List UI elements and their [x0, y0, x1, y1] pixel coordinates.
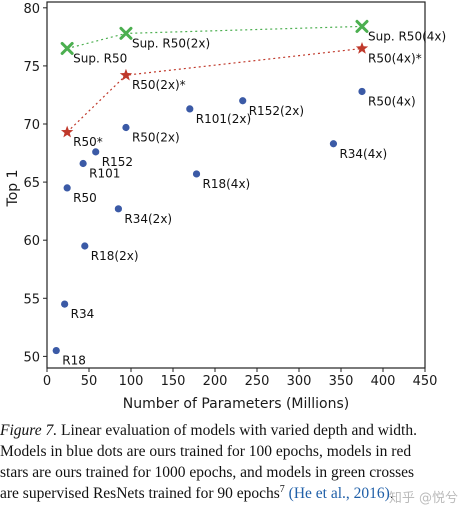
point-label: Sup. R50 [73, 51, 127, 65]
y-tick-label: 55 [23, 292, 40, 307]
cross-stroke [355, 19, 369, 33]
data-point-dot [186, 105, 194, 113]
data-point-star [355, 41, 369, 54]
data-point-dot [79, 159, 87, 168]
point-label: Sup. R50(2x) [132, 36, 210, 50]
x-tick-label: 200 [203, 374, 228, 389]
x-tick-label: 450 [413, 374, 438, 389]
cross-stroke [60, 41, 74, 55]
y-tick-label: 70 [23, 118, 40, 133]
point-label: R50(4x) [368, 94, 416, 108]
caption-line-4-end: . [389, 485, 394, 502]
y-tick-label: 75 [23, 60, 40, 75]
data-point-dot [63, 184, 71, 192]
watermark: 知乎 @悦兮 [388, 491, 458, 506]
point-label: R101 [89, 167, 120, 181]
y-tick-label: 80 [23, 2, 40, 17]
point-label: R50(4x)* [368, 51, 422, 65]
point-label: R34(2x) [124, 212, 172, 226]
figure-label: Figure 7. [0, 422, 58, 439]
footnote-marker: 7 [279, 483, 285, 495]
x-tick-label: 300 [287, 374, 312, 389]
point-label: R152 [102, 155, 133, 169]
chart-axes: 0 50 100 150 200 250 300 350 400 4505055606570758… [23, 1, 438, 389]
plot-frame [46, 1, 426, 369]
data-point-star [60, 125, 74, 138]
point-label: R152(2x) [249, 104, 304, 118]
y-tick-label: 65 [23, 176, 40, 191]
data-point-dot [52, 346, 60, 355]
point-label: R18(4x) [203, 177, 251, 191]
x-axis-title: Number of Parameters (Millions) [123, 396, 350, 412]
caption-line-1: Figure 7. Linear evaluation of models wi… [0, 420, 474, 441]
y-tick-label: 50 [23, 350, 40, 365]
point-label: R50* [73, 135, 103, 149]
point-label: R18 [62, 354, 86, 368]
cross-stroke [119, 26, 133, 40]
data-point-dot [358, 87, 366, 96]
data-point-dot [61, 300, 69, 308]
data-point-dot [239, 97, 247, 105]
data-point-star [119, 68, 133, 81]
x-tick-label: 350 [329, 374, 354, 389]
caption-line-4-text: are supervised ResNets trained for 90 ep… [0, 485, 280, 502]
data-point-cross [119, 26, 133, 40]
data-point-dot [81, 242, 89, 250]
data-point-dot [192, 170, 201, 178]
point-label: R34(4x) [339, 147, 387, 161]
caption-line-1-text: Linear evaluation of models with varied … [57, 422, 417, 439]
data-marks [52, 19, 369, 355]
x-tick-label: 50 [81, 374, 98, 389]
point-label: Sup. R50(4x) [368, 29, 446, 43]
data-point-dot [114, 205, 122, 213]
point-label: R101(2x) [196, 112, 251, 126]
y-axis-title: Top 1 [5, 170, 21, 208]
figure-caption: Figure 7. Linear evaluation of models wi… [0, 420, 474, 504]
scatter-chart: 0 50 100 150 200 250 300 350 400 4505055606570758… [5, 1, 446, 412]
x-tick-label: 0 [43, 374, 51, 389]
x-tick-label: 100 [119, 374, 144, 389]
series-cross-connector [67, 25, 363, 50]
caption-line-2: Models in blue dots are ours trained for… [0, 443, 412, 460]
data-point-dot [329, 140, 338, 148]
caption-line-4: are supervised ResNets trained for 90 ep… [0, 483, 474, 504]
data-point-dot [122, 123, 130, 132]
data-point-cross [355, 19, 369, 33]
x-tick-label: 150 [161, 374, 186, 389]
caption-line-3: stars are ours trained for 1000 epochs, … [0, 464, 415, 481]
point-label: R50(2x)* [132, 78, 186, 92]
data-point-dot [92, 148, 100, 156]
point-label: R50 [73, 191, 97, 205]
data-point-cross [60, 41, 74, 55]
x-tick-label: 400 [371, 374, 396, 389]
y-tick-label: 60 [23, 234, 40, 249]
x-tick-label: 250 [245, 374, 270, 389]
point-label: R34 [71, 307, 95, 321]
citation-link[interactable]: (He et al., 2016) [288, 485, 390, 502]
point-label: R18(2x) [91, 249, 139, 263]
point-label: R50(2x) [132, 130, 180, 144]
